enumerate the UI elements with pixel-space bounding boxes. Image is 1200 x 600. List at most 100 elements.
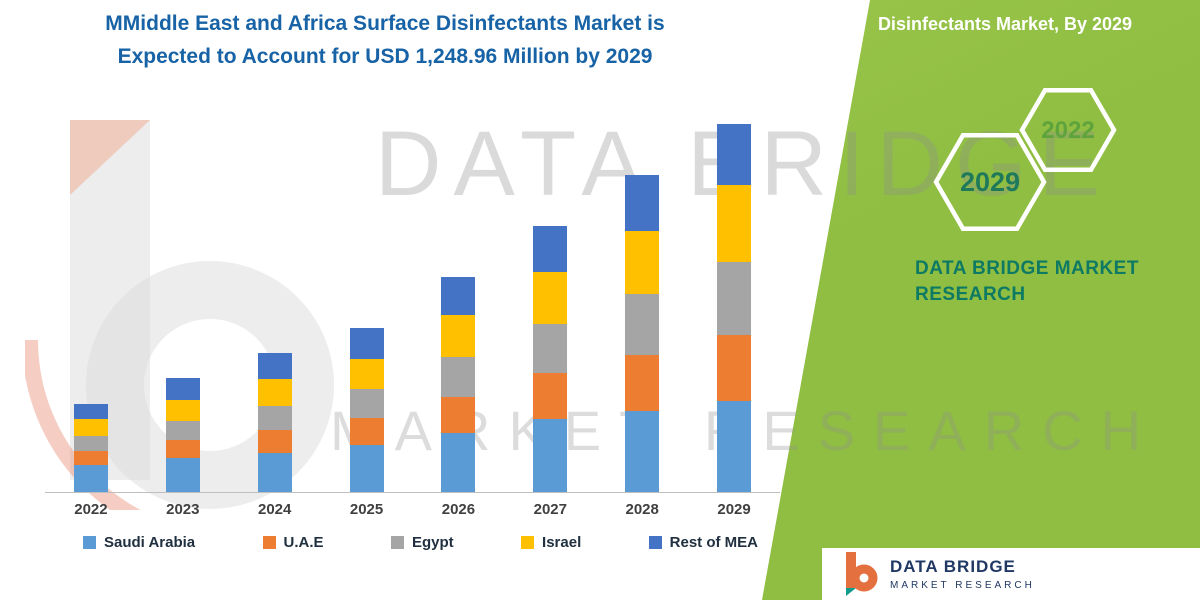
bar-segment-rest-of-mea-2022 [73, 403, 108, 420]
bar-segment-saudi-arabia-2028 [625, 410, 660, 492]
bar-column-2022 [45, 403, 137, 492]
bar-segment-rest-of-mea-2027 [533, 225, 568, 273]
x-axis-label-2026: 2026 [441, 501, 476, 518]
bar-stack-2023 [165, 378, 200, 492]
bar-column-2029 [688, 124, 780, 492]
legend-swatch-israel [521, 536, 535, 549]
bar-segment-saudi-arabia-2024 [257, 453, 292, 492]
bar-segment-saudi-arabia-2022 [73, 464, 108, 492]
bar-segment-rest-of-mea-2026 [441, 276, 476, 316]
side-panel-brand-text: DATA BRIDGE MARKET RESEARCH [915, 256, 1139, 307]
bar-segment-israel-2022 [73, 419, 108, 437]
legend-label-rest-of-mea: Rest of MEA [669, 534, 758, 551]
bar-segment-u-a-e-2022 [73, 450, 108, 465]
plot-area [45, 112, 780, 493]
bar-segment-u-a-e-2025 [349, 417, 384, 446]
page-title: MMiddle East and Africa Surface Disinfec… [55, 8, 715, 73]
x-axis-label-2024: 2024 [258, 501, 292, 518]
legend-label-israel: Israel [542, 534, 582, 551]
brand-text-line2: RESEARCH [915, 283, 1026, 305]
bar-segment-rest-of-mea-2029 [717, 124, 752, 186]
footer-brand-block: DATA BRIDGE MARKET RESEARCH [890, 557, 1035, 591]
bar-stack-2022 [73, 403, 108, 492]
footer-logo-strip: DATA BRIDGE MARKET RESEARCH [822, 548, 1200, 600]
bar-segment-u-a-e-2027 [533, 373, 568, 419]
x-axis-labels: 2022 2023 2024 2025 2026 2027 2028 2029 [45, 501, 780, 518]
hexagon-2029 [933, 132, 1047, 232]
bar-stack-2025 [349, 328, 384, 492]
bar-stack-2026 [441, 276, 476, 492]
page-title-line2: Expected to Account for USD 1,248.96 Mil… [117, 44, 653, 68]
bar-column-2024 [229, 352, 321, 492]
legend-label-egypt: Egypt [411, 534, 454, 551]
bar-segment-saudi-arabia-2023 [165, 458, 200, 492]
bar-segment-egypt-2022 [73, 436, 108, 451]
bar-segment-egypt-2027 [533, 324, 568, 374]
bar-segment-rest-of-mea-2028 [625, 174, 660, 231]
footer-brand-name: DATA BRIDGE [890, 557, 1016, 576]
bar-segment-u-a-e-2029 [717, 334, 752, 401]
bar-segment-saudi-arabia-2025 [349, 445, 384, 492]
legend-item-israel: Israel [521, 534, 581, 551]
legend-swatch-u-a-e [262, 536, 276, 549]
bar-segment-egypt-2025 [349, 389, 384, 418]
bar-stack-2029 [717, 124, 752, 492]
bar-segment-saudi-arabia-2026 [441, 433, 476, 492]
x-axis-label-2027: 2027 [533, 501, 567, 518]
legend-swatch-saudi-arabia [83, 536, 96, 549]
bar-segment-israel-2026 [441, 315, 476, 357]
bar-segment-u-a-e-2026 [441, 396, 476, 434]
bar-segment-u-a-e-2023 [165, 440, 200, 459]
brand-text-line1: DATA BRIDGE MARKET [915, 258, 1139, 279]
bar-segment-israel-2027 [533, 272, 568, 325]
bar-segment-u-a-e-2028 [625, 354, 660, 411]
bar-segment-israel-2029 [717, 185, 752, 262]
bar-segment-israel-2024 [257, 379, 292, 406]
bar-column-2028 [596, 174, 688, 492]
side-panel-heading: Disinfectants Market, By 2029 [877, 14, 1133, 34]
legend-item-u-a-e: U.A.E [262, 534, 324, 551]
legend-item-rest-of-mea: Rest of MEA [648, 534, 758, 551]
stacked-bar-chart: 2022 2023 2024 2025 2026 2027 2028 2029 Saudi A… [45, 112, 780, 551]
bar-segment-israel-2025 [349, 358, 384, 390]
hexagon-2022-label: 2022 [1041, 117, 1094, 144]
bar-segment-saudi-arabia-2027 [533, 418, 568, 492]
bar-column-2026 [413, 276, 505, 492]
legend-label-saudi-arabia: Saudi Arabia [104, 534, 196, 551]
x-axis-label-2025: 2025 [349, 501, 384, 518]
bar-segment-israel-2028 [625, 230, 660, 294]
legend-label-u-a-e: U.A.E [283, 534, 324, 551]
bar-stack-2027 [533, 225, 568, 492]
bar-segment-egypt-2028 [625, 293, 660, 355]
bar-stack-2028 [625, 174, 660, 492]
bar-column-2025 [321, 328, 413, 492]
bar-segment-saudi-arabia-2029 [717, 400, 752, 492]
bar-segment-u-a-e-2024 [257, 430, 292, 454]
bar-segment-israel-2023 [165, 399, 200, 421]
legend-swatch-egypt [390, 536, 404, 549]
x-axis-label-2029: 2029 [717, 501, 751, 518]
bar-stack-2024 [257, 352, 292, 492]
x-axis-label-2028: 2028 [625, 501, 659, 518]
page-title-line1: MMiddle East and Africa Surface Disinfec… [105, 12, 665, 35]
bar-segment-egypt-2026 [441, 356, 476, 397]
legend-item-egypt: Egypt [390, 534, 454, 551]
bar-segment-egypt-2029 [717, 261, 752, 335]
data-bridge-logo-icon [846, 552, 878, 596]
legend-swatch-rest-of-mea [648, 536, 662, 549]
bar-column-2023 [137, 378, 229, 492]
watermark-logo [25, 120, 334, 510]
bar-column-2027 [504, 225, 596, 492]
footer-brand-subtext: MARKET RESEARCH [890, 580, 1035, 591]
hexagon-2029-label: 2029 [960, 167, 1020, 197]
bar-segment-rest-of-mea-2024 [257, 352, 292, 380]
hexagon-2022 [1019, 87, 1117, 173]
legend-item-saudi-arabia: Saudi Arabia [83, 534, 195, 551]
x-axis-label-2022: 2022 [74, 501, 108, 518]
bar-segment-egypt-2024 [257, 405, 292, 431]
legend: Saudi Arabia U.A.E Egypt Israel Rest of MEA [83, 534, 758, 551]
bar-segment-rest-of-mea-2023 [165, 378, 200, 400]
bar-segment-egypt-2023 [165, 420, 200, 441]
x-axis-label-2023: 2023 [166, 501, 200, 518]
year-hexagons: 2022 2029 [933, 87, 1117, 232]
